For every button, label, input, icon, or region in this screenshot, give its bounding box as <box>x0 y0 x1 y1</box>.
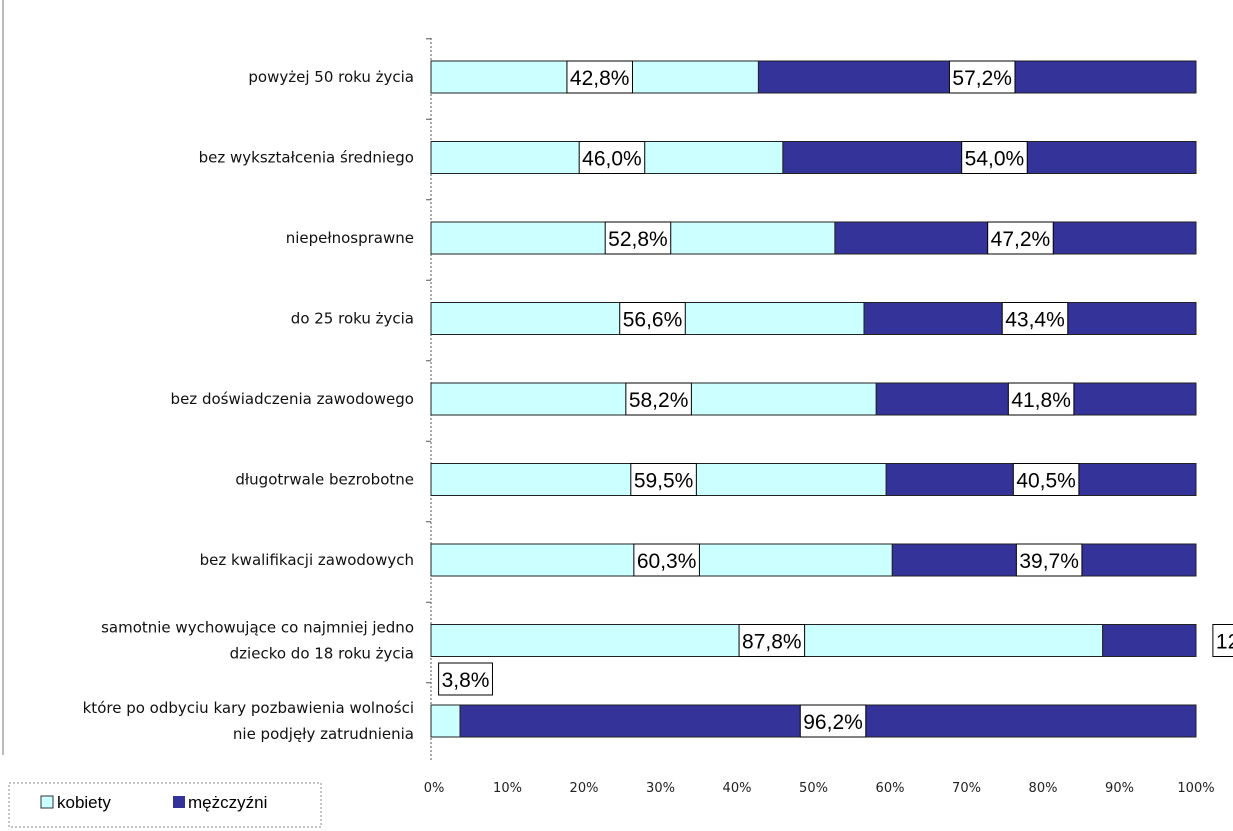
data-label-mezczyzni: 41,8% <box>1011 389 1071 412</box>
data-label-box <box>566 60 633 94</box>
data-label-box <box>604 221 672 255</box>
data-label-box <box>1007 382 1075 416</box>
data-label-box <box>799 704 867 738</box>
data-label-kobiety: 52,8% <box>608 228 668 251</box>
category-label: długotrwale bezrobotne <box>235 471 414 489</box>
x-tick-label: 100% <box>1177 781 1214 796</box>
data-label-mezczyzni: 96,2% <box>803 711 863 734</box>
data-label-box <box>948 60 1016 94</box>
category-label: bez wykształcenia średniego <box>199 149 414 167</box>
data-label-box <box>619 302 686 335</box>
x-tick-label: 60% <box>876 781 905 796</box>
data-label-kobiety: 46,0% <box>582 148 642 171</box>
category-label: powyżej 50 roku życia <box>248 68 414 86</box>
legend-box <box>8 782 322 828</box>
data-label-box <box>630 463 697 496</box>
category-label: bez doświadczenia zawodowego <box>171 390 414 408</box>
data-label-mezczyzni: 12,2% <box>1216 631 1233 654</box>
data-label-kobiety: 87,8% <box>742 631 802 654</box>
data-label-box <box>1012 463 1080 496</box>
x-tick-label: 0% <box>424 781 445 796</box>
category-label: dziecko do 18 roku życia <box>230 645 414 663</box>
data-label-box <box>578 141 646 174</box>
x-tick-label: 90% <box>1105 781 1134 796</box>
category-labels: powyżej 50 roku życia bez wykształcenia ś… <box>83 68 414 743</box>
data-label-kobiety: 58,2% <box>629 389 689 412</box>
data-label-box <box>961 141 1028 174</box>
x-tick-label: 50% <box>799 781 828 796</box>
x-axis-ticks: 0% 10% 20% 30% 40% 50% 60% 70% 80% 90% 100% <box>424 781 1215 796</box>
data-labels: 42,8% 57,2% 46,0% 54,0% 52,8% 47,2% 56,6% 43,4%… <box>438 60 1233 738</box>
data-label-mezczyzni: 47,2% <box>991 228 1051 251</box>
data-label-mezczyzni: 43,4% <box>1005 309 1065 332</box>
data-label-kobiety: 59,5% <box>634 470 694 493</box>
data-label-kobiety: 56,6% <box>623 309 683 332</box>
data-label-kobiety: 60,3% <box>637 550 697 573</box>
legend: kobiety mężczyźni <box>8 782 322 828</box>
data-label-kobiety: 3,8% <box>442 669 490 692</box>
legend-swatch-mezczyzni <box>173 796 185 808</box>
data-label-box <box>438 662 493 696</box>
category-label: bez kwalifikacji zawodowych <box>200 551 414 569</box>
data-label-box <box>633 543 700 577</box>
x-tick-label: 30% <box>646 781 675 796</box>
legend-label-kobiety: kobiety <box>57 793 111 812</box>
data-label-box <box>1001 302 1069 335</box>
data-label-box <box>738 624 806 657</box>
category-label: niepełnosprawne <box>286 229 414 247</box>
data-label-box <box>987 221 1054 255</box>
category-label: do 25 roku życia <box>291 310 414 328</box>
data-label-box <box>625 382 692 416</box>
data-label-mezczyzni: 39,7% <box>1019 550 1079 573</box>
x-tick-label: 40% <box>723 781 752 796</box>
x-tick-label: 20% <box>570 781 599 796</box>
x-tick-label: 70% <box>952 781 981 796</box>
category-label: które po odbyciu kary pozbawienia wolnoś… <box>83 699 414 717</box>
category-label: samotnie wychowujące co najmniej jedno <box>101 619 414 637</box>
data-label-kobiety: 42,8% <box>570 67 630 90</box>
data-label-box <box>1212 624 1233 657</box>
x-tick-label: 10% <box>493 781 522 796</box>
data-label-mezczyzni: 57,2% <box>952 67 1012 90</box>
data-label-box <box>1015 543 1083 577</box>
x-tick-label: 80% <box>1029 781 1058 796</box>
legend-label-mezczyzni: mężczyźni <box>188 793 267 812</box>
data-label-mezczyzni: 40,5% <box>1016 470 1076 493</box>
bar-mezczyzni <box>1102 624 1197 657</box>
bar-kobiety <box>430 704 461 738</box>
bars-layer <box>426 38 1197 738</box>
legend-swatch-kobiety <box>40 795 54 809</box>
data-label-mezczyzni: 54,0% <box>965 148 1025 171</box>
category-label: nie podjęły zatrudnienia <box>233 725 414 743</box>
